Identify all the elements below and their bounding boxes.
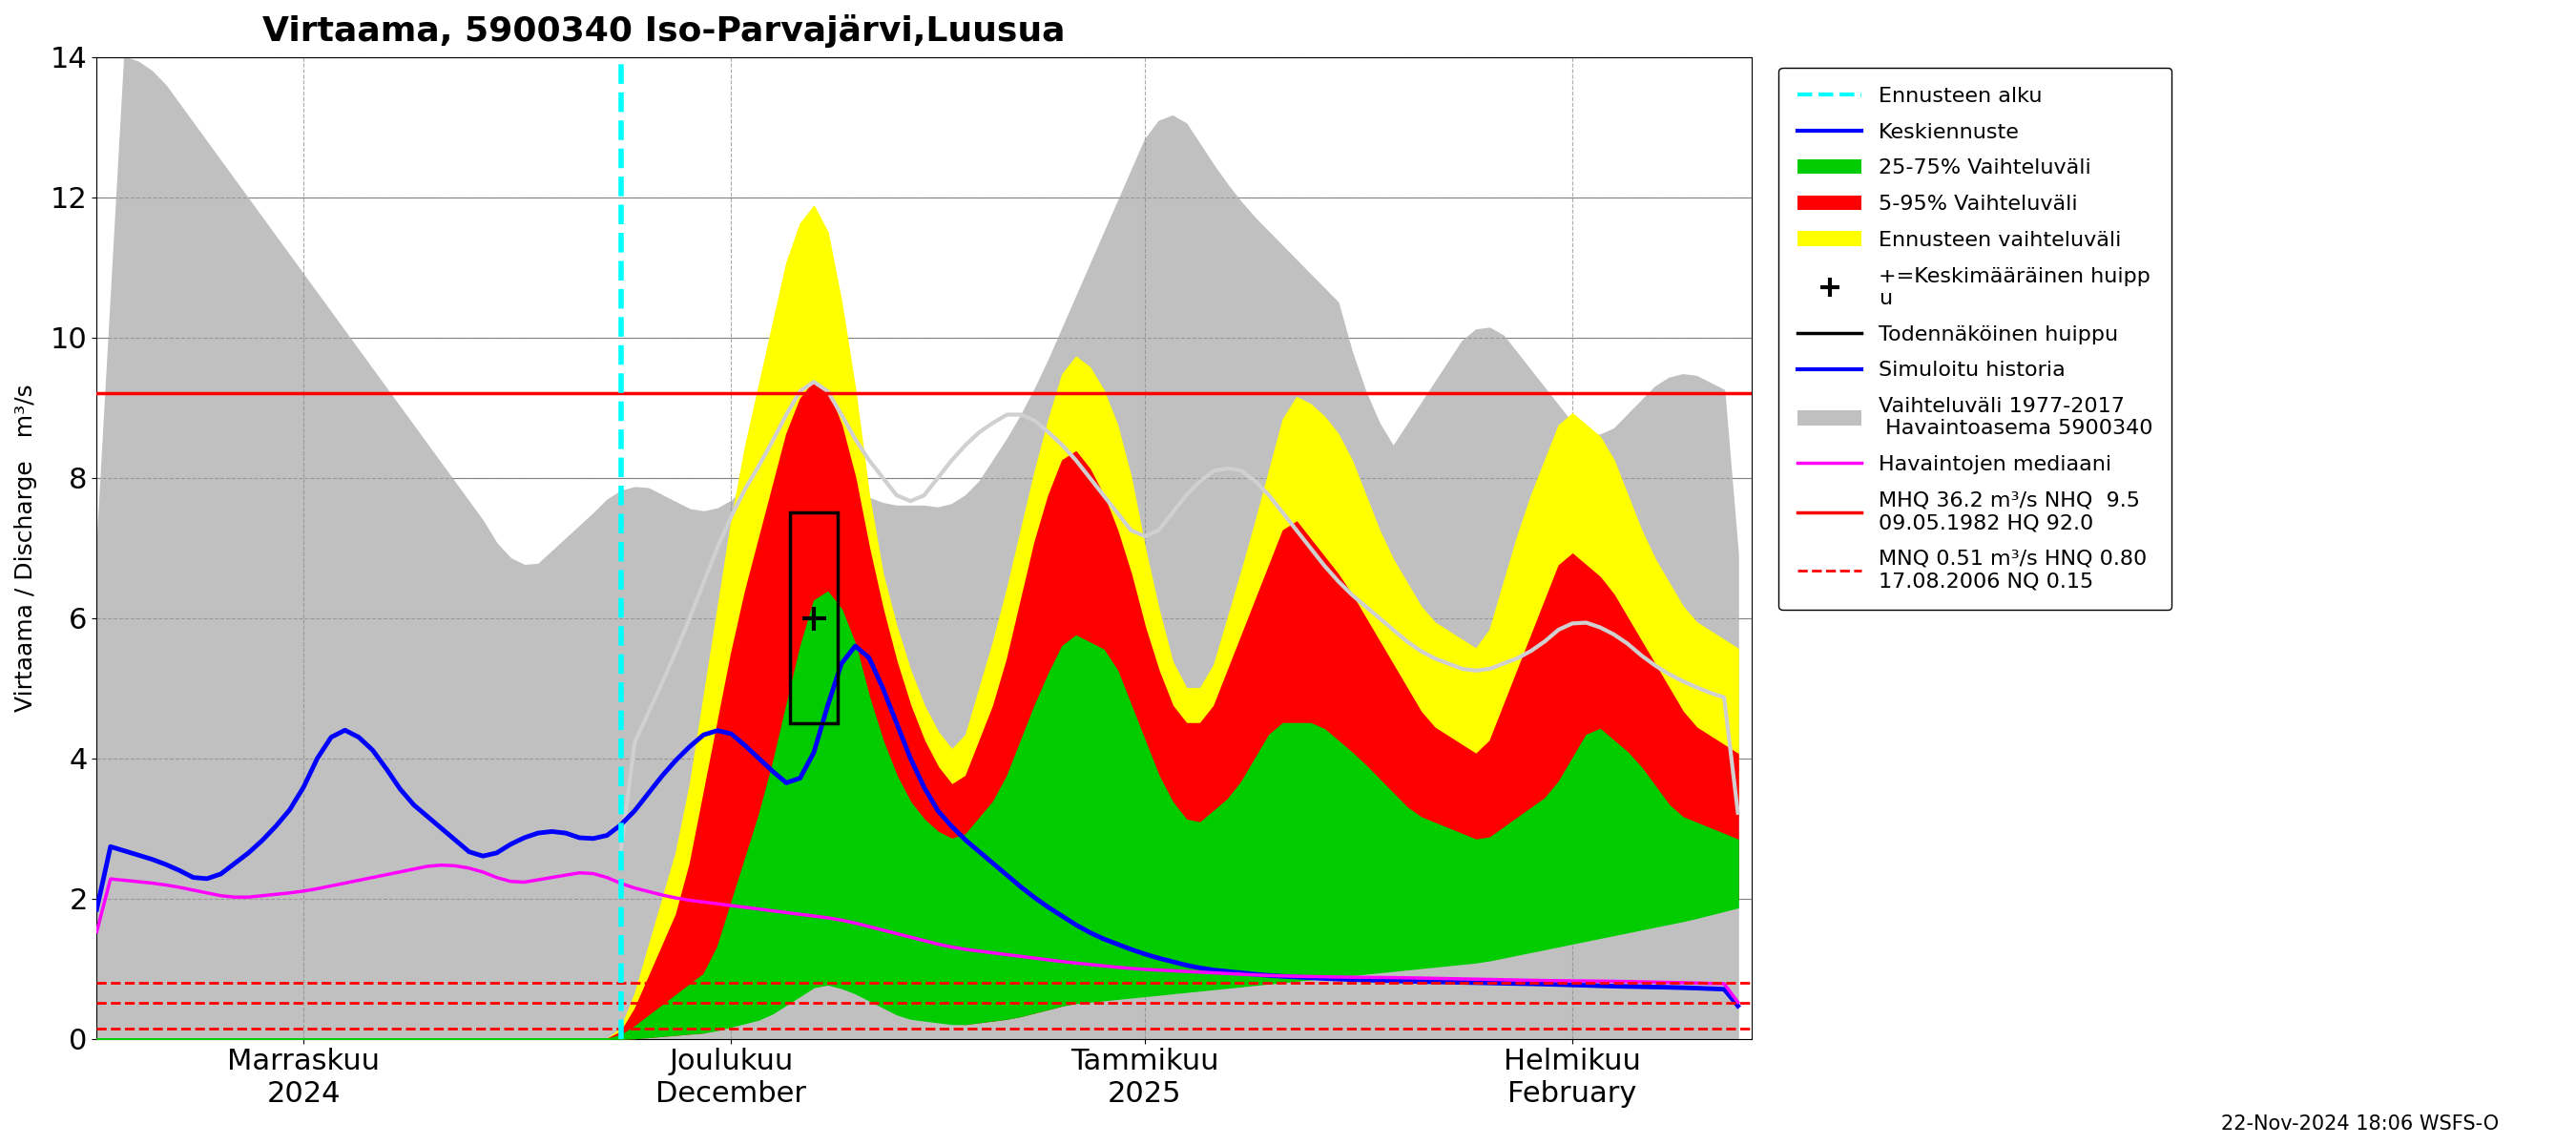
Y-axis label: Virtaama / Discharge   m³/s: Virtaama / Discharge m³/s [15, 384, 36, 712]
Bar [791, 513, 837, 724]
Legend: Ennusteen alku, Keskiennuste, 25-75% Vaihteluväli, 5-95% Vaihteluväli, Ennusteen: Ennusteen alku, Keskiennuste, 25-75% Vai… [1780, 68, 2172, 610]
Text: 22-Nov-2024 18:06 WSFS-O: 22-Nov-2024 18:06 WSFS-O [2221, 1114, 2499, 1134]
Text: Virtaama, 5900340 Iso-Parvajärvi,Luusua: Virtaama, 5900340 Iso-Parvajärvi,Luusua [263, 14, 1064, 48]
